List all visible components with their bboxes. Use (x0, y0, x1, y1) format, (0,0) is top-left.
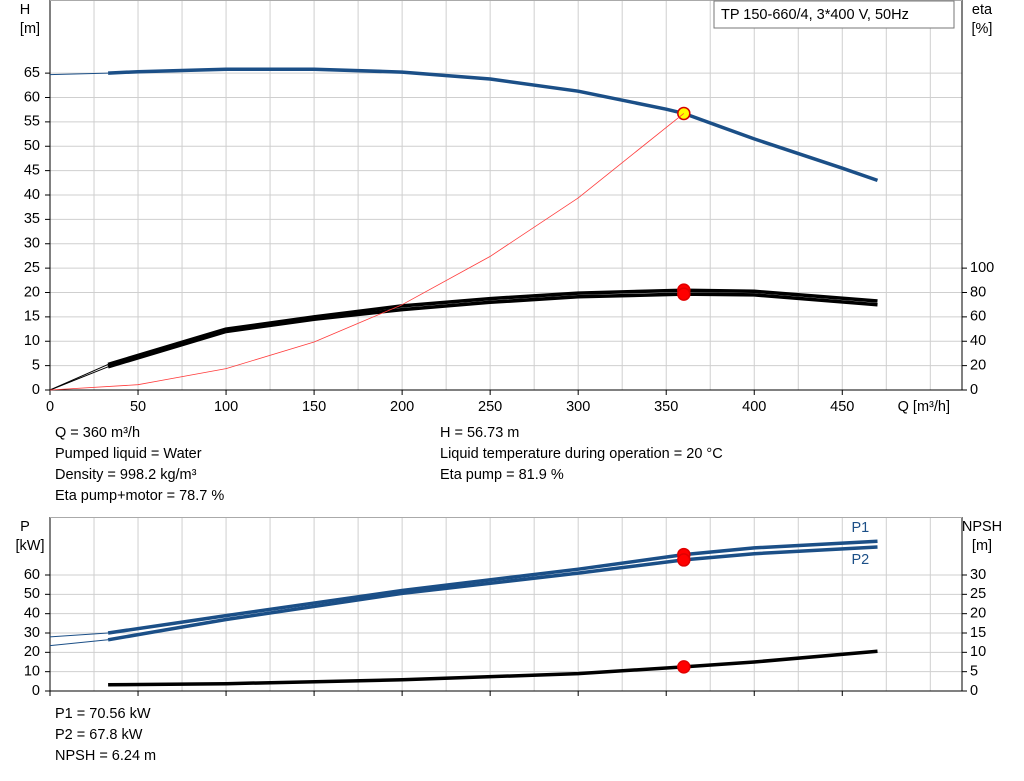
y-axis-unit: [m] (20, 21, 40, 37)
x-tick-label: 150 (302, 399, 326, 415)
y2-axis-label: eta (972, 2, 993, 18)
info-text: Liquid temperature during operation = 20… (440, 446, 723, 462)
y2-axis-unit: [m] (972, 538, 992, 554)
info-text: P2 = 67.8 kW (55, 727, 143, 743)
y-tick-label: 5 (32, 357, 40, 373)
chart-title: TP 150-660/4, 3*400 V, 50Hz (721, 7, 909, 23)
y-tick-label: 15 (24, 309, 40, 325)
x-tick-label: 100 (214, 399, 238, 415)
y-axis-label: H (20, 2, 30, 18)
y-tick-label: 20 (24, 644, 40, 660)
info-text: Eta pump+motor = 78.7 % (55, 488, 224, 504)
y2-axis-label: NPSH (962, 519, 1002, 535)
y-axis-label: P (20, 519, 30, 535)
info-text: Eta pump = 81.9 % (440, 467, 564, 483)
y-tick-label: 40 (24, 605, 40, 621)
series-line (107, 539, 878, 635)
y-tick-label: 60 (24, 567, 40, 583)
y-tick-label: 30 (24, 236, 40, 252)
duty-point (677, 287, 691, 301)
x-tick-label: 350 (654, 399, 678, 415)
info-text: Q = 360 m³/h (55, 425, 140, 441)
y-axis-unit: [kW] (16, 538, 45, 554)
info-text: Density = 998.2 kg/m³ (55, 467, 197, 483)
y-tick-label: 10 (24, 333, 40, 349)
y2-tick-label: 80 (970, 284, 986, 300)
y2-tick-label: 60 (970, 309, 986, 325)
y2-tick-label: 40 (970, 333, 986, 349)
y-tick-label: 0 (32, 382, 40, 398)
info-text: H = 56.73 m (440, 425, 519, 441)
x-tick-label: 50 (130, 399, 146, 415)
info-text: NPSH = 6.24 m (55, 748, 156, 764)
series-extension (49, 72, 109, 76)
y-tick-label: 10 (24, 663, 40, 679)
y2-tick-label: 15 (970, 625, 986, 641)
duty-point (677, 553, 691, 567)
legend-label: P1 (851, 520, 869, 536)
y-tick-label: 50 (24, 138, 40, 154)
x-axis-label: Q [m³/h] (898, 399, 950, 415)
x-tick-label: 200 (390, 399, 414, 415)
y-tick-label: 55 (24, 114, 40, 130)
y-tick-label: 0 (32, 683, 40, 699)
y-tick-label: 35 (24, 211, 40, 227)
y-tick-label: 50 (24, 586, 40, 602)
x-tick-label: 450 (830, 399, 854, 415)
y-tick-label: 25 (24, 260, 40, 276)
series-extension (49, 639, 109, 647)
series-line (107, 545, 878, 642)
x-tick-label: 0 (46, 399, 54, 415)
y2-axis-unit: [%] (972, 21, 993, 37)
y2-tick-label: 0 (970, 683, 978, 699)
x-tick-label: 250 (478, 399, 502, 415)
legend-label: P2 (851, 552, 869, 568)
series-extension (49, 366, 109, 391)
y2-tick-label: 20 (970, 605, 986, 621)
y2-tick-label: 20 (970, 357, 986, 373)
y2-tick-label: 10 (970, 644, 986, 660)
y-tick-label: 65 (24, 65, 40, 81)
x-tick-label: 300 (566, 399, 590, 415)
y-tick-label: 45 (24, 162, 40, 178)
x-tick-label: 400 (742, 399, 766, 415)
duty-point (677, 660, 691, 674)
y-tick-label: 30 (24, 625, 40, 641)
y2-tick-label: 25 (970, 586, 986, 602)
y2-tick-label: 100 (970, 260, 994, 276)
series-line (108, 649, 878, 687)
info-text: P1 = 70.56 kW (55, 706, 151, 722)
y2-tick-label: 5 (970, 663, 978, 679)
series-line (49, 113, 685, 391)
series-line (108, 67, 879, 183)
info-text: Pumped liquid = Water (55, 446, 202, 462)
series-line (107, 288, 878, 367)
y2-tick-label: 0 (970, 382, 978, 398)
y-tick-label: 40 (24, 187, 40, 203)
title-box (713, 0, 955, 29)
series-extension (49, 632, 109, 638)
y2-tick-label: 30 (970, 567, 986, 583)
series-line (107, 292, 878, 369)
y-tick-label: 60 (24, 89, 40, 105)
y-tick-label: 20 (24, 284, 40, 300)
